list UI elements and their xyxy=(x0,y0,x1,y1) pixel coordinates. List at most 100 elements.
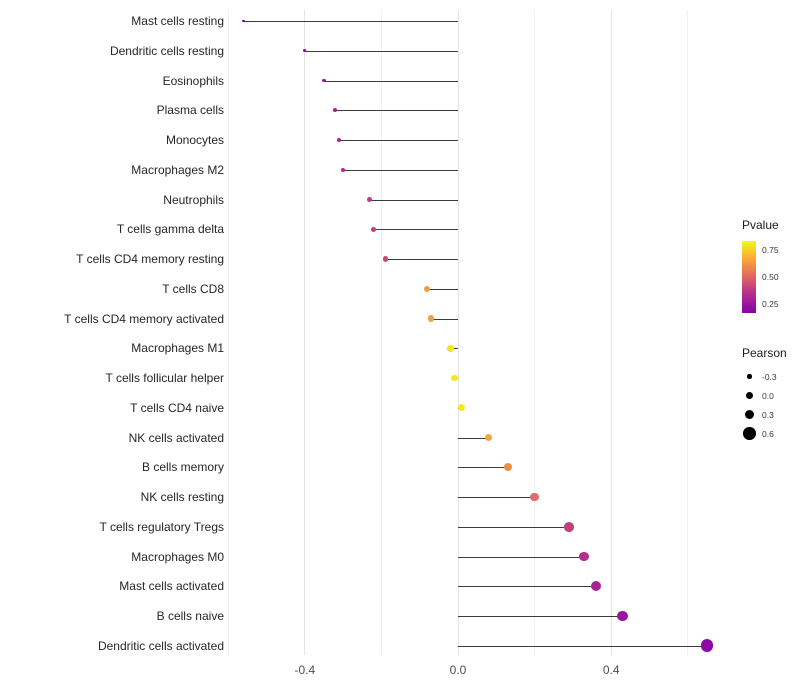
gridline xyxy=(304,10,306,655)
lollipop-dot xyxy=(303,49,307,53)
lollipop-stem xyxy=(335,110,458,112)
pearson-legend-dot xyxy=(746,392,753,399)
category-label: T cells CD8 xyxy=(162,281,224,296)
gridline xyxy=(687,10,689,655)
lollipop-stem xyxy=(458,467,508,469)
lollipop-stem xyxy=(458,437,489,439)
category-label: Mast cells resting xyxy=(131,14,224,28)
gridline xyxy=(457,10,459,655)
lollipop-stem xyxy=(431,318,458,320)
lollipop-stem xyxy=(385,259,458,260)
lollipop-dot xyxy=(322,78,326,83)
lollipop-dot xyxy=(450,374,458,382)
category-label: Macrophages M2 xyxy=(131,162,224,177)
lollipop-dot xyxy=(337,137,342,143)
pearson-legend-label: -0.3 xyxy=(762,371,777,382)
lollipop-stem xyxy=(304,50,458,52)
lollipop-stem xyxy=(339,140,458,141)
category-label: Dendritic cells activated xyxy=(97,638,224,653)
x-tick-label: 0.4 xyxy=(602,663,620,677)
category-label: NK cells resting xyxy=(140,490,224,504)
pvalue-colorbar xyxy=(742,241,756,313)
lollipop-dot xyxy=(617,610,629,622)
category-label: Mast cells activated xyxy=(119,579,224,594)
pvalue-legend-title: Pvalue xyxy=(742,218,779,232)
lollipop-dot xyxy=(458,404,466,412)
lollipop-stem xyxy=(343,169,458,171)
pvalue-tick-label: 0.75 xyxy=(762,245,779,256)
lollipop-stem xyxy=(243,21,458,22)
gridline xyxy=(534,10,536,655)
pearson-legend-dot xyxy=(747,374,752,379)
pearson-legend-dotbox xyxy=(742,426,757,441)
lollipop-dot xyxy=(371,226,377,232)
category-label: Neutrophils xyxy=(163,192,224,207)
lollipop-stem xyxy=(458,645,707,647)
pearson-legend-dotbox xyxy=(742,388,757,403)
category-label: T cells CD4 naive xyxy=(130,400,224,415)
category-label: Dendritic cells resting xyxy=(109,43,224,58)
x-tick-label: 0.0 xyxy=(449,663,467,677)
gridline xyxy=(380,10,382,655)
category-label: Monocytes xyxy=(165,133,224,147)
lollipop-dot xyxy=(530,492,539,502)
pearson-legend-dot xyxy=(744,409,755,420)
lollipop-stem xyxy=(458,497,535,498)
lollipop-dot xyxy=(484,433,493,442)
lollipop-dot xyxy=(340,167,346,172)
lollipop-dot xyxy=(579,551,590,562)
category-label: Plasma cells xyxy=(156,103,224,118)
lollipop-stem xyxy=(323,80,458,82)
category-label: T cells CD4 memory resting xyxy=(76,252,224,266)
pearson-legend-title: Pearson xyxy=(742,346,787,360)
lollipop-stem xyxy=(458,616,623,617)
lollipop-dot xyxy=(428,315,435,322)
lollipop-stem xyxy=(458,526,570,528)
pvalue-tick-label: 0.50 xyxy=(762,272,779,282)
category-label: T cells regulatory Tregs xyxy=(99,519,225,534)
lollipop-dot xyxy=(700,639,714,653)
lollipop-dot xyxy=(333,108,338,113)
lollipop-dot xyxy=(590,581,601,592)
category-label: B cells naive xyxy=(156,609,224,623)
lollipop-dot xyxy=(503,463,512,472)
lollipop-dot xyxy=(367,197,373,202)
category-label: T cells gamma delta xyxy=(116,222,224,237)
pvalue-tick-label: 0.25 xyxy=(762,298,779,309)
pvalue-legend: Pvalue 0.75 0.50 0.25 xyxy=(742,218,779,313)
pearson-legend-label: 0.3 xyxy=(762,409,774,420)
pearson-legend-items: -0.3 0.0 0.3 0.6 xyxy=(742,367,787,443)
pearson-legend: Pearson -0.3 0.0 0.3 0.6 xyxy=(742,346,787,443)
pearson-legend-dotbox xyxy=(742,407,757,422)
category-label: B cells memory xyxy=(141,460,224,475)
lollipop-stem xyxy=(369,199,458,201)
pearson-legend-item: 0.0 xyxy=(742,386,787,405)
lollipop-stem xyxy=(427,288,458,290)
pearson-legend-dotbox xyxy=(742,369,757,384)
category-label: T cells CD4 memory activated xyxy=(64,311,224,326)
lollipop-dot xyxy=(446,344,454,352)
pearson-legend-item: -0.3 xyxy=(742,367,787,386)
lollipop-dot xyxy=(564,521,574,532)
lollipop-dot xyxy=(382,256,388,262)
category-label: Macrophages M0 xyxy=(131,549,224,564)
lollipop-dot xyxy=(242,19,245,23)
lollipop-stem xyxy=(458,556,585,558)
pearson-legend-dot xyxy=(743,427,756,440)
lollipop-stem xyxy=(373,229,458,231)
gridline xyxy=(227,10,229,655)
pearson-legend-item: 0.3 xyxy=(742,405,787,424)
pvalue-colorbar-wrap: 0.75 0.50 0.25 xyxy=(742,241,779,313)
category-label: NK cells activated xyxy=(128,430,224,445)
pearson-legend-label: 0.6 xyxy=(762,428,774,439)
category-label: Eosinophils xyxy=(162,73,224,88)
lollipop-stem xyxy=(450,348,458,350)
lollipop-stem xyxy=(458,586,596,588)
pearson-legend-item: 0.6 xyxy=(742,424,787,443)
category-label: Macrophages M1 xyxy=(131,341,224,356)
pearson-legend-label: 0.0 xyxy=(762,390,774,401)
lollipop-dot xyxy=(424,285,431,292)
category-label: T cells follicular helper xyxy=(105,371,225,385)
x-tick-label: -0.4 xyxy=(294,663,316,677)
